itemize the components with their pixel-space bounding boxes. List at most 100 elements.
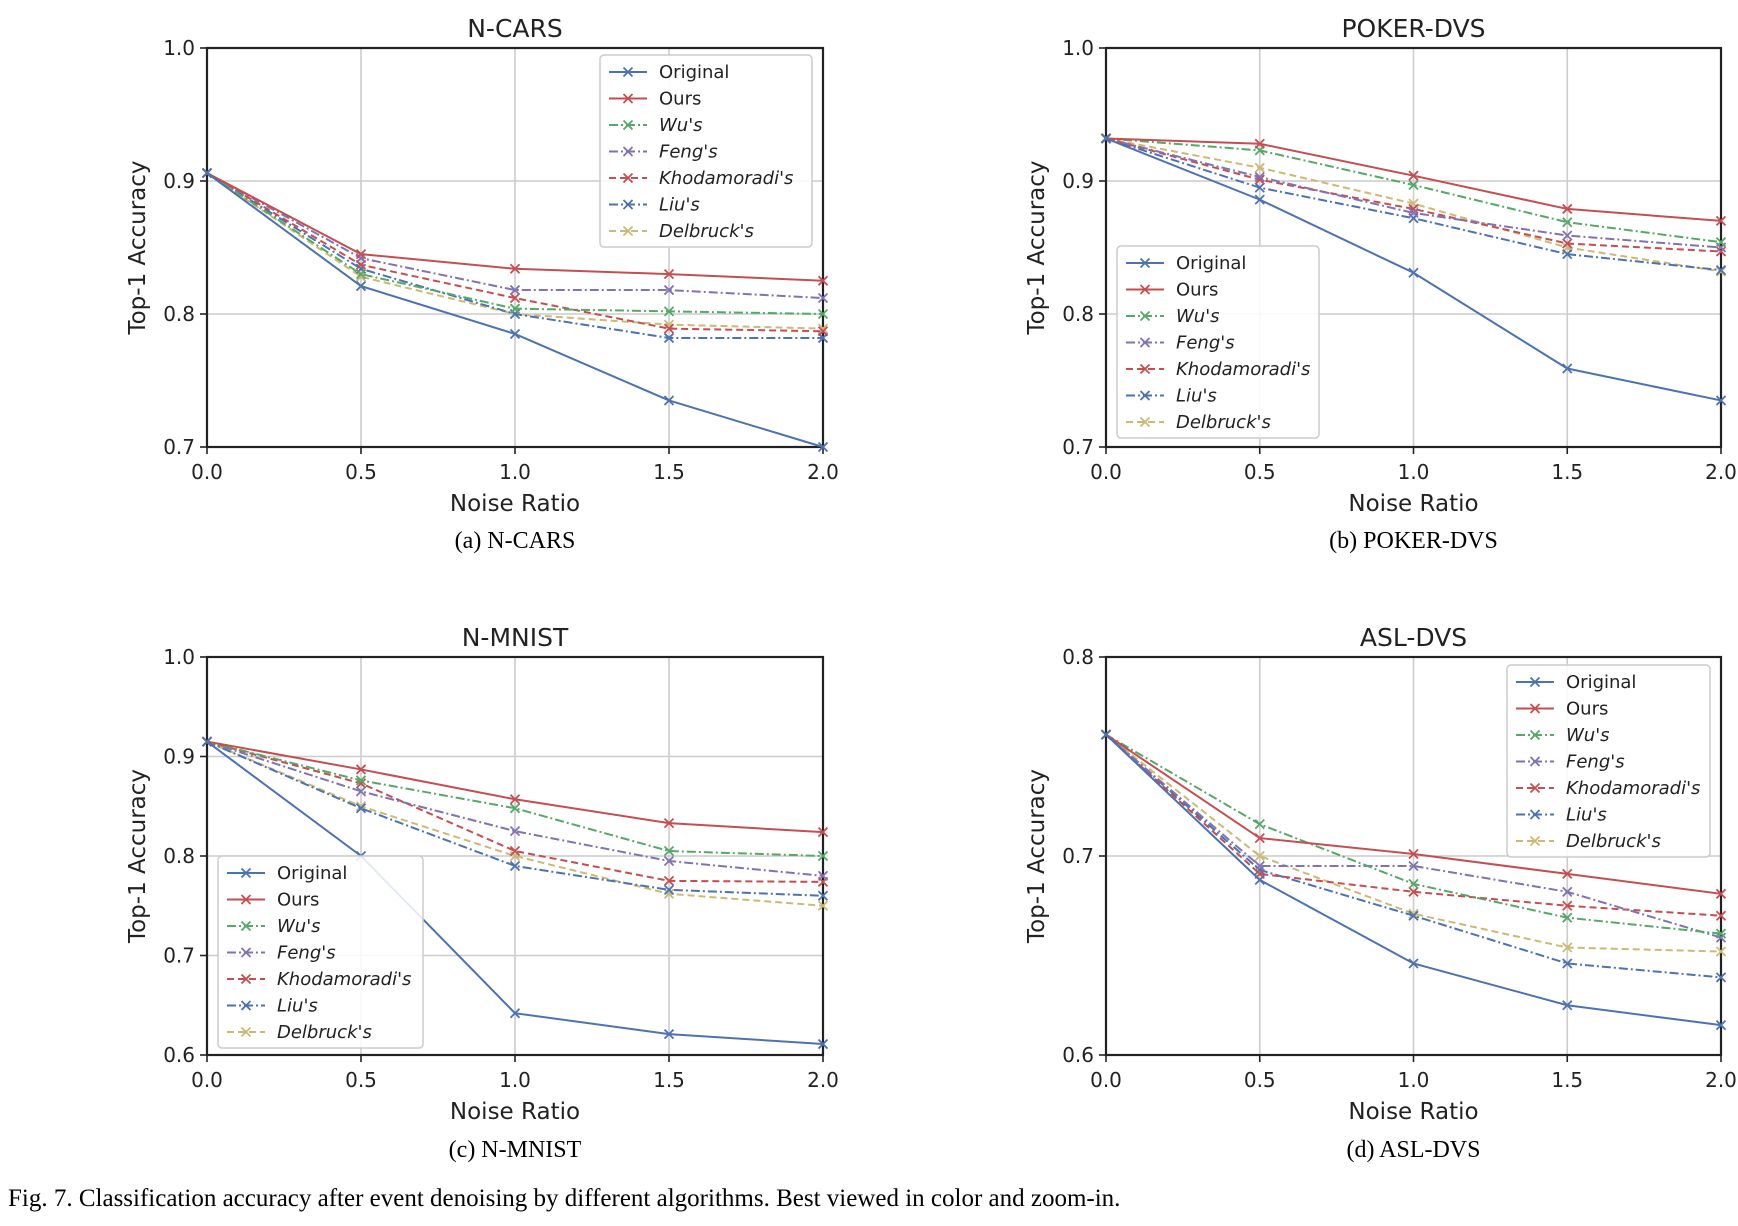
legend-item-wus: Wu's bbox=[227, 916, 321, 937]
data-point-ours bbox=[1562, 868, 1573, 880]
data-point-fengs bbox=[817, 870, 829, 882]
data-point-fengs bbox=[355, 786, 367, 797]
legend-item-lius: Liu's bbox=[1126, 386, 1217, 407]
data-point-original bbox=[201, 736, 213, 747]
series-line-lius bbox=[206, 740, 824, 897]
legend-label: Khodamoradi's bbox=[1566, 778, 1700, 799]
x-tick-label: 0.5 bbox=[1244, 460, 1276, 484]
legend-label: Wu's bbox=[277, 916, 321, 937]
data-point-original bbox=[355, 280, 367, 292]
legend-label: Ours bbox=[1566, 699, 1608, 720]
data-point-delbrucks bbox=[1715, 266, 1727, 277]
legend-swatch-marker bbox=[240, 867, 252, 879]
data-point-fengs bbox=[1715, 932, 1727, 943]
legend-swatch-marker bbox=[1529, 782, 1541, 794]
legend-swatch-marker bbox=[1139, 284, 1151, 295]
legend-swatch-marker bbox=[622, 93, 634, 104]
y-tick-label: 0.7 bbox=[1062, 844, 1094, 868]
data-point-wus bbox=[817, 308, 829, 320]
x-axis-label: Noise Ratio bbox=[1348, 491, 1478, 517]
legend-item-delbrucks: Delbruck's bbox=[1516, 831, 1661, 852]
legend-label: Liu's bbox=[1566, 805, 1607, 826]
data-point-wus bbox=[1715, 928, 1727, 939]
legend-label: Liu's bbox=[277, 996, 318, 1017]
data-point-wus bbox=[1715, 237, 1727, 248]
series-group bbox=[1100, 729, 1727, 1031]
data-point-original bbox=[817, 441, 829, 453]
data-point-ours bbox=[1408, 848, 1419, 860]
legend-label: Original bbox=[277, 863, 347, 884]
legend-item-delbrucks: Delbruck's bbox=[227, 1022, 372, 1043]
legend-swatch-marker bbox=[1139, 310, 1151, 322]
legend-label: Wu's bbox=[1566, 725, 1610, 746]
x-axis-label: Noise Ratio bbox=[450, 491, 580, 517]
chart-title: N-CARS bbox=[467, 14, 563, 43]
legend: Original Ours Wu's Feng's Khodamoradi's Liu's… bbox=[217, 855, 424, 1049]
data-point-delbrucks bbox=[1254, 850, 1265, 862]
series-group bbox=[201, 167, 829, 453]
y-tick-label: 0.6 bbox=[163, 1043, 195, 1067]
data-point-fengs bbox=[1408, 207, 1419, 219]
legend-swatch-marker bbox=[1529, 703, 1541, 714]
data-point-lius bbox=[663, 884, 675, 895]
chart-title: N-MNIST bbox=[462, 623, 569, 652]
data-point-ours bbox=[355, 249, 367, 260]
x-tick-label: 2.0 bbox=[807, 460, 839, 484]
data-point-lius bbox=[1562, 958, 1573, 969]
x-tick-label: 0.0 bbox=[1090, 460, 1122, 484]
legend-item-delbrucks: Delbruck's bbox=[1126, 412, 1271, 433]
y-tick-label: 0.8 bbox=[1062, 302, 1094, 326]
chart-title: ASL-DVS bbox=[1360, 623, 1467, 652]
data-point-lius bbox=[817, 890, 829, 901]
legend-label: Delbruck's bbox=[659, 221, 754, 242]
data-point-lius bbox=[1254, 182, 1265, 193]
y-tick-label: 0.9 bbox=[163, 745, 195, 769]
data-point-delbrucks bbox=[1408, 908, 1419, 919]
data-point-original bbox=[817, 1038, 829, 1050]
legend-label: Original bbox=[659, 62, 729, 83]
legend-swatch-marker bbox=[240, 894, 252, 905]
figure-caption: Fig. 7. Classification accuracy after ev… bbox=[8, 1185, 1120, 1212]
x-tick-label: 1.0 bbox=[1398, 1068, 1430, 1092]
y-tick-label: 0.7 bbox=[1062, 435, 1094, 459]
data-point-original bbox=[663, 1028, 675, 1040]
series-line-fengs bbox=[1105, 137, 1722, 249]
legend-item-original: Original bbox=[609, 62, 729, 83]
chart-panels: 0.0 0.5 1.0 1.5 2.0 0.7 0.8 0.9 1.0 N-CARS Noise R… bbox=[125, 14, 1737, 1163]
data-point-wus bbox=[1408, 878, 1419, 889]
legend-swatch-marker bbox=[622, 66, 634, 78]
data-point-wus bbox=[817, 850, 829, 862]
x-tick-label: 2.0 bbox=[1705, 460, 1737, 484]
subfigure-caption: (b) POKER-DVS bbox=[1329, 528, 1498, 554]
legend-item-fengs: Feng's bbox=[227, 943, 336, 964]
data-point-fengs bbox=[1562, 230, 1573, 241]
legend-label: Feng's bbox=[1176, 333, 1235, 354]
series-line-fengs bbox=[206, 740, 824, 877]
data-point-original bbox=[1100, 133, 1112, 144]
legend-swatch-marker bbox=[1139, 363, 1151, 375]
x-tick-label: 2.0 bbox=[807, 1068, 839, 1092]
x-tick-label: 0.5 bbox=[345, 1068, 377, 1092]
y-tick-label: 0.8 bbox=[163, 844, 195, 868]
x-tick-label: 1.0 bbox=[1398, 460, 1430, 484]
data-point-ours bbox=[509, 263, 521, 274]
data-point-khodamoradis bbox=[1408, 886, 1419, 897]
x-tick-label: 1.5 bbox=[653, 1068, 685, 1092]
data-point-fengs bbox=[1254, 860, 1265, 872]
data-point-lius bbox=[1408, 910, 1419, 921]
data-point-wus bbox=[355, 775, 367, 786]
data-point-ours bbox=[1254, 138, 1265, 149]
subfigure-caption: (a) N-CARS bbox=[455, 528, 576, 554]
legend-item-ours: Ours bbox=[1516, 699, 1608, 720]
legend-item-wus: Wu's bbox=[1126, 306, 1220, 327]
legend-item-fengs: Feng's bbox=[1516, 752, 1625, 773]
data-point-ours bbox=[355, 764, 367, 775]
data-point-fengs bbox=[663, 284, 675, 296]
data-point-original bbox=[509, 1008, 521, 1019]
subfigure-caption: (d) ASL-DVS bbox=[1346, 1137, 1480, 1163]
data-point-fengs bbox=[1254, 171, 1265, 183]
legend-item-lius: Liu's bbox=[609, 195, 700, 216]
x-tick-label: 0.0 bbox=[191, 460, 223, 484]
legend-swatch-marker bbox=[1529, 729, 1541, 741]
data-point-lius bbox=[663, 332, 675, 344]
